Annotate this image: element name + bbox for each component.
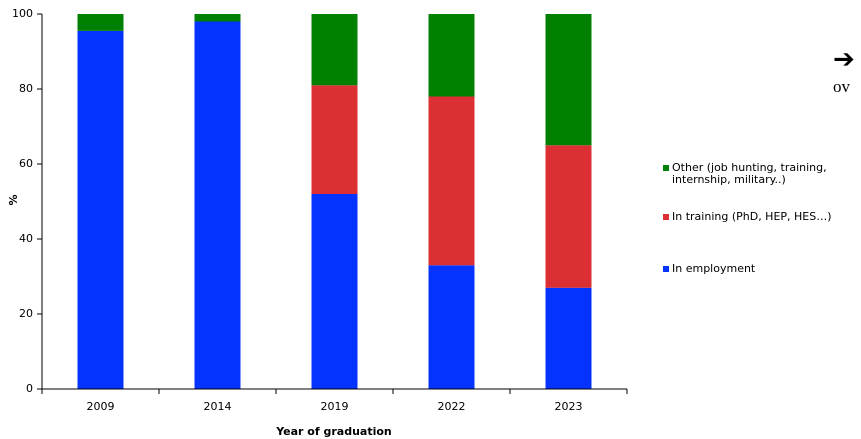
bar-segment <box>77 30 124 389</box>
bar-segment <box>428 265 475 389</box>
bar-segment <box>311 85 358 194</box>
x-tick-label: 2022 <box>438 400 466 413</box>
y-tick-label: 80 <box>19 82 33 95</box>
y-tick-label: 40 <box>19 232 33 245</box>
legend-label: In training (PhD, HEP, HES…) <box>672 210 832 223</box>
bar-segment <box>194 21 241 389</box>
x-tick-label: 2014 <box>204 400 232 413</box>
x-tick-label: 2019 <box>321 400 349 413</box>
y-tick-label: 20 <box>19 307 33 320</box>
bar-segment <box>545 145 592 288</box>
bar-segment <box>545 287 592 389</box>
bar-segment <box>311 14 358 86</box>
y-tick-label: 60 <box>19 157 33 170</box>
x-tick-label: 2009 <box>87 400 115 413</box>
legend-label: Other (job hunting, training, internship… <box>672 161 827 186</box>
bar-segment <box>428 96 475 266</box>
bar-segment <box>428 14 475 97</box>
bar-segment <box>194 14 241 22</box>
legend-item: In training (PhD, HEP, HES…) <box>663 211 853 223</box>
y-axis-label: % <box>7 194 20 205</box>
y-tick-label: 0 <box>26 382 33 395</box>
annotation: ➔ <box>833 45 855 75</box>
legend-swatch <box>663 214 669 220</box>
bar-segment <box>77 14 124 31</box>
legend-label: In employment <box>672 262 756 275</box>
bar-segment <box>311 194 358 389</box>
x-tick-label: 2023 <box>555 400 583 413</box>
legend-item: Other (job hunting, training, internship… <box>663 162 853 186</box>
annotation: ov <box>833 77 851 96</box>
y-tick-label: 100 <box>12 7 33 20</box>
legend-swatch <box>663 165 669 171</box>
legend-item: In employment <box>663 263 853 275</box>
bar-segment <box>545 14 592 146</box>
x-axis-label: Year of graduation <box>275 425 392 438</box>
legend-swatch <box>663 266 669 272</box>
